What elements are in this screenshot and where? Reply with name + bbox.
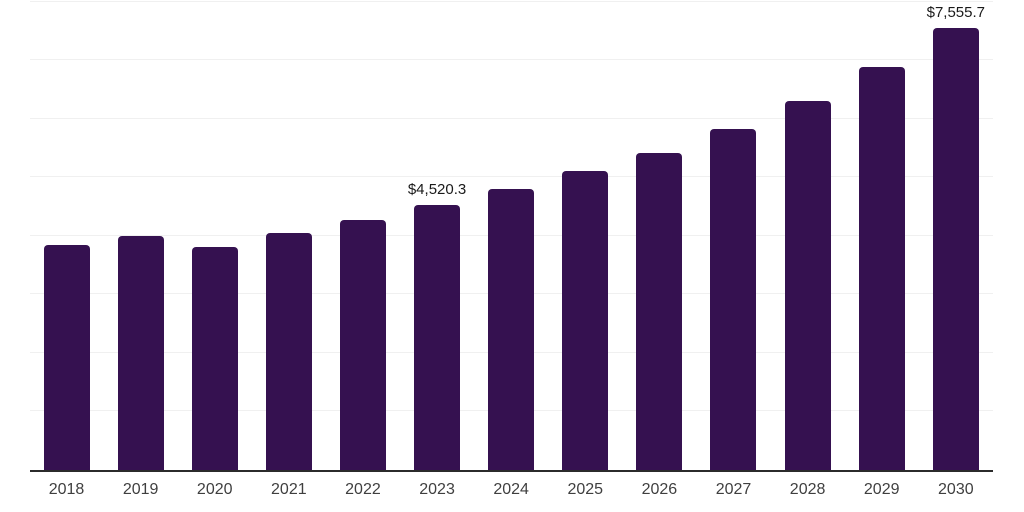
x-tick-label-2030: 2030: [938, 481, 974, 498]
bar-2024: [488, 189, 535, 470]
data-label-2030: $7,555.7: [926, 3, 985, 21]
bar-2019: [117, 235, 164, 470]
x-axis-line: [30, 469, 993, 472]
plot-area: $4,520.3 $7,555.7: [30, 1, 993, 470]
x-tick-label-2025: 2025: [567, 481, 604, 498]
gridline-6000: [30, 117, 993, 119]
bar-2021: [265, 233, 312, 470]
bar-2026: [636, 152, 683, 470]
bar-2023: [414, 205, 461, 470]
bar-2027: [710, 128, 757, 470]
bar-2018: [43, 245, 90, 470]
x-tick-label-2019: 2019: [122, 481, 159, 498]
bar-2028: [784, 100, 831, 470]
gridline-8000: [30, 1, 993, 2]
bar-2025: [562, 171, 609, 470]
gridline-5000: [30, 176, 993, 178]
x-tick-label-2028: 2028: [789, 481, 826, 498]
x-tick-label-2018: 2018: [48, 481, 85, 498]
x-tick-label-2029: 2029: [863, 481, 900, 498]
bar-2022: [339, 219, 386, 470]
gridline-7000: [30, 59, 993, 61]
bar-2020: [191, 247, 238, 470]
data-label-2023: $4,520.3: [407, 181, 467, 199]
x-tick-label-2020: 2020: [196, 481, 233, 498]
x-tick-label-2022: 2022: [345, 481, 381, 498]
x-tick-label-2027: 2027: [715, 481, 752, 498]
x-tick-label-2021: 2021: [271, 481, 307, 498]
x-tick-label-2023: 2023: [419, 481, 455, 498]
x-tick-label-2024: 2024: [493, 481, 529, 498]
x-tick-label-2026: 2026: [641, 481, 678, 498]
bar-2030: [932, 27, 979, 470]
bar-2029: [858, 67, 905, 470]
